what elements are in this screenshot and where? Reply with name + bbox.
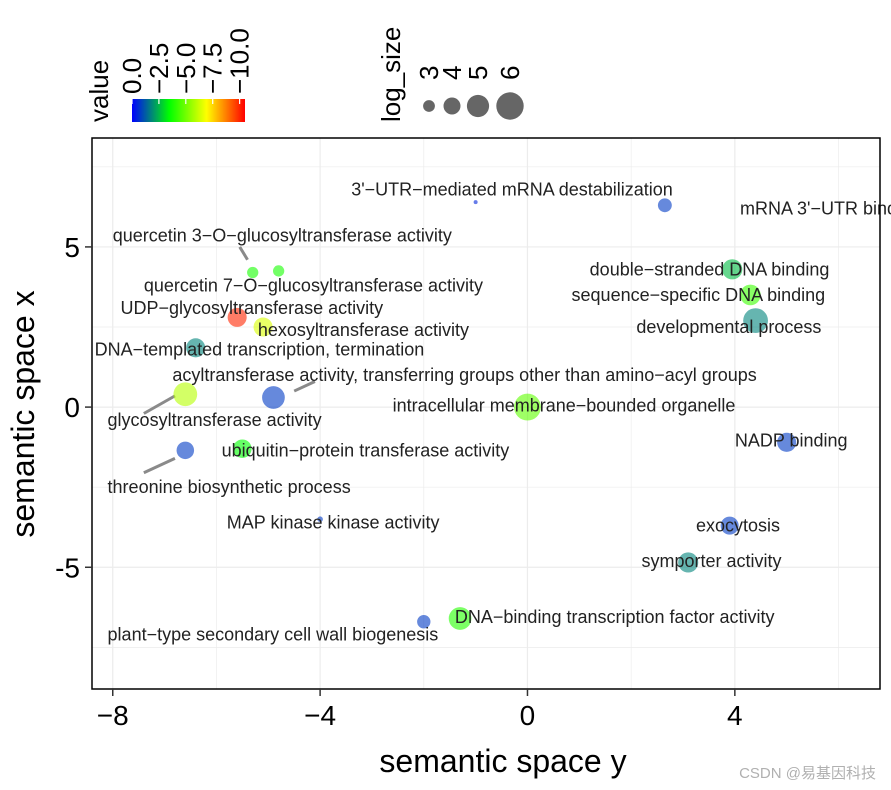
color-legend: value 0.0−2.5−5.0−7.5−10.0: [84, 28, 255, 122]
data-point: [678, 552, 699, 573]
x-tick-label: −4: [304, 700, 336, 731]
color-legend-title: value: [84, 60, 114, 122]
point-label: quercetin 3−O−glucosyltransferase activi…: [113, 226, 452, 246]
color-legend-tick-label: −7.5: [198, 43, 228, 94]
data-point: [176, 441, 195, 460]
data-point: [233, 439, 252, 459]
x-tick-label: 4: [727, 700, 743, 731]
label-segment: [293, 380, 316, 393]
y-tick-label: 5: [64, 232, 80, 263]
x-axis-title: semantic space y: [379, 743, 626, 779]
data-point: [722, 259, 743, 280]
label-segment: [143, 394, 176, 415]
point-label: mRNA 3'−UTR binding: [740, 198, 891, 218]
data-point: [417, 615, 431, 629]
point-label: ubiquitin−protein transferase activity: [222, 440, 510, 460]
point-label: MAP kinase kinase activity: [227, 512, 440, 532]
y-axis: -5 0 5: [55, 232, 92, 583]
point-label: hexosyltransferase activity: [258, 320, 469, 340]
data-point: [514, 393, 541, 421]
size-legend-key: [496, 92, 524, 120]
gridlines: [92, 138, 880, 689]
point-label: intracellular membrane−bounded organelle: [393, 395, 736, 415]
data-point: [173, 382, 198, 407]
size-legend-label: 4: [437, 66, 467, 80]
size-legend: log_size 345 6: [376, 27, 525, 122]
size-legend-key: [423, 100, 435, 112]
data-point: [720, 516, 739, 535]
size-legend-label: 5: [463, 66, 493, 80]
point-label: threonine biosynthetic process: [108, 477, 351, 497]
point-label: double−stranded DNA binding: [590, 259, 830, 279]
size-legend-key: [443, 97, 461, 115]
data-point: [253, 317, 273, 337]
point-label: 3'−UTR−mediated mRNA destabilization: [351, 179, 673, 199]
label-segments: [143, 246, 316, 475]
point-label: DNA−binding transcription factor activit…: [455, 607, 775, 627]
color-legend-tick-label: 0.0: [117, 58, 147, 94]
data-point: [740, 284, 761, 306]
x-axis: −8 −4 0 4: [97, 689, 743, 731]
point-label: DNA−templated transcription, termination: [95, 339, 425, 359]
point-label: UDP−glycosyltransferase activity: [121, 298, 384, 318]
y-axis-title: semantic space x: [5, 290, 41, 537]
x-tick-label: −8: [97, 700, 129, 731]
point-label: plant−type secondary cell wall biogenesi…: [108, 625, 439, 645]
data-point: [777, 432, 797, 452]
point-labels: 3'−UTR−mediated mRNA destabilization mRNA…: [95, 179, 891, 644]
color-legend-bar: [132, 99, 245, 122]
x-tick-label: 0: [520, 700, 536, 731]
point-label: developmental process: [636, 317, 821, 337]
watermark: CSDN @易基因科技: [739, 765, 876, 782]
data-point: [272, 265, 285, 277]
plot-panel: [92, 138, 880, 689]
size-legend-key: [466, 94, 490, 118]
size-legend-label: 3: [414, 66, 444, 80]
plot-border: [91, 137, 881, 690]
data-points: [173, 198, 797, 630]
data-point: [227, 307, 247, 327]
y-tick-label: 0: [64, 392, 80, 423]
point-label: NADP binding: [735, 431, 848, 451]
y-tick-label: -5: [55, 552, 80, 583]
size-legend-title: log_size: [376, 27, 406, 122]
data-point: [448, 607, 472, 630]
data-point: [186, 338, 206, 358]
data-point: [247, 266, 259, 279]
label-segment: [143, 456, 176, 475]
point-label: quercetin 7−O−glucosyltransferase activi…: [144, 275, 483, 295]
data-point: [262, 386, 285, 409]
data-point: [473, 200, 478, 205]
color-legend-tick-label: −2.5: [144, 43, 174, 94]
label-segment: [238, 246, 249, 261]
data-point: [743, 308, 768, 333]
point-label: exocytosis: [696, 516, 780, 536]
size-legend-label: 6: [495, 66, 525, 80]
data-point: [317, 516, 323, 522]
point-label: acyltransferase activity, transferring g…: [172, 365, 756, 385]
point-label: glycosyltransferase activity: [108, 410, 322, 430]
point-label: sequence−specific DNA binding: [572, 285, 826, 305]
color-legend-tick-label: −10.0: [225, 28, 255, 94]
point-label: symporter activity: [642, 551, 782, 571]
color-legend-tick-label: −5.0: [171, 43, 201, 94]
data-point: [657, 198, 672, 213]
